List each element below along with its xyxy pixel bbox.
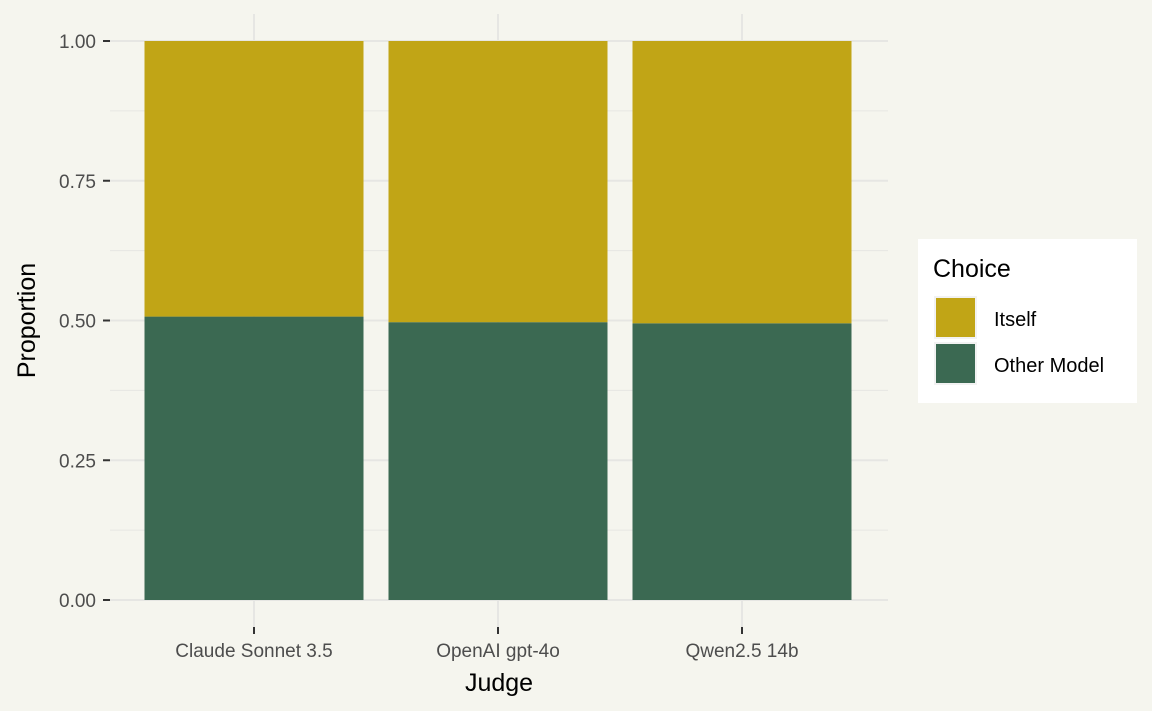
legend-label: Other Model [994, 355, 1104, 377]
bar-itself [388, 41, 608, 323]
y-tick-label: 0.50 [59, 312, 96, 333]
y-axis-title: Proportion [13, 263, 41, 378]
bar-itself [144, 41, 364, 317]
legend-swatch [936, 298, 975, 337]
bar-other-model [388, 322, 608, 600]
bar-other-model [144, 316, 364, 600]
x-tick-label: Claude Sonnet 3.5 [175, 641, 332, 662]
legend-label: Itself [994, 309, 1037, 331]
legend: Choice Itself Other Model [918, 239, 1137, 403]
bar-itself [632, 41, 852, 324]
legend-swatch [936, 344, 975, 383]
y-tick-label: 0.00 [59, 591, 96, 612]
x-axis-title: Judge [465, 669, 533, 697]
x-tick-label: Qwen2.5 14b [685, 641, 798, 662]
y-tick-label: 0.75 [59, 172, 96, 193]
y-tick-label: 1.00 [59, 32, 96, 53]
y-tick-label: 0.25 [59, 451, 96, 472]
x-tick-label: OpenAI gpt-4o [436, 641, 560, 662]
bar-other-model [632, 323, 852, 600]
legend-title: Choice [933, 255, 1011, 283]
